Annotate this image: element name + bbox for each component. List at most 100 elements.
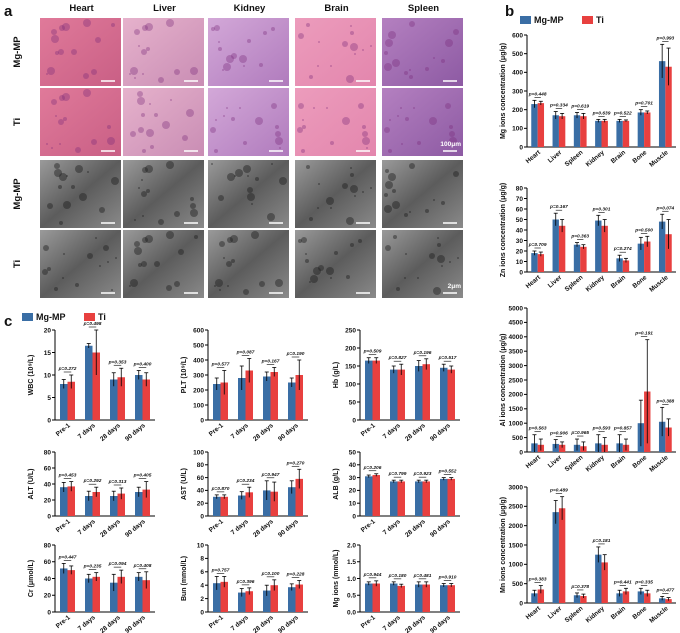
bar xyxy=(595,220,602,272)
bar xyxy=(616,120,623,147)
texture xyxy=(405,253,407,255)
bar xyxy=(238,378,246,420)
texture xyxy=(433,199,435,201)
bar xyxy=(238,592,246,612)
texture xyxy=(409,163,415,169)
p-value: p=0.167 xyxy=(261,359,280,365)
texture xyxy=(441,265,443,267)
texture xyxy=(362,137,370,145)
texture xyxy=(243,289,249,295)
p-value: p=0.441 xyxy=(613,579,632,585)
y-axis-label: Mg ions (mmol/L) xyxy=(333,550,340,608)
bar xyxy=(365,360,373,420)
texture xyxy=(384,205,392,213)
x-tick-label: 90 days xyxy=(277,422,300,443)
y-tick-label: 60 xyxy=(44,559,52,566)
texture xyxy=(301,149,305,153)
micrograph xyxy=(123,160,204,228)
p-value: p=0.910 xyxy=(438,575,457,581)
bar xyxy=(213,496,221,516)
y-axis-label: Hb (g/L) xyxy=(333,362,340,388)
p-value: p=0.947 xyxy=(261,472,280,478)
p-value: p=0.757 xyxy=(211,567,230,573)
texture xyxy=(59,143,61,145)
p-value: p=0.396 xyxy=(236,579,255,585)
p-value: p=0.378 xyxy=(570,584,589,590)
texture xyxy=(346,275,350,279)
p-value: p=0.453 xyxy=(58,473,77,479)
y-tick-label: 100 xyxy=(512,126,523,133)
y-tick-label: 0 xyxy=(200,609,204,616)
x-tick-label: Bone xyxy=(631,149,648,165)
micrograph xyxy=(123,88,204,156)
micrograph xyxy=(40,160,121,228)
texture xyxy=(158,77,164,83)
y-tick-label: 5000 xyxy=(509,305,524,312)
texture xyxy=(174,281,180,287)
legend-label: Mg-MP xyxy=(36,312,66,322)
texture xyxy=(239,107,241,109)
texture xyxy=(47,67,55,75)
texture xyxy=(302,119,304,121)
y-tick-label: 0 xyxy=(352,513,356,520)
y-tick-label: 60 xyxy=(44,465,52,472)
micrograph xyxy=(123,230,204,298)
bar xyxy=(365,476,373,516)
y-tick-label: 200 xyxy=(345,345,356,352)
y-axis-label: WBC (10⁹/L) xyxy=(28,355,35,396)
y-tick-label: 300 xyxy=(193,372,204,379)
micrograph xyxy=(208,88,289,156)
y-tick-label: 0 xyxy=(47,417,51,424)
p-value: p=0.498 xyxy=(83,321,102,327)
texture xyxy=(334,251,338,255)
bar xyxy=(245,370,253,420)
bar xyxy=(552,115,559,147)
x-tick-label: Heart xyxy=(525,454,543,471)
p-value: p=0.827 xyxy=(388,355,407,361)
texture xyxy=(142,215,144,217)
texture xyxy=(59,95,65,101)
bar xyxy=(558,225,566,272)
bar xyxy=(270,372,278,420)
x-tick-label: 7 days xyxy=(230,614,250,633)
texture xyxy=(222,69,224,71)
texture xyxy=(75,147,81,153)
bar xyxy=(238,495,246,516)
micrograph xyxy=(208,160,289,228)
bar xyxy=(552,219,559,272)
texture xyxy=(71,185,75,189)
y-tick-label: 600 xyxy=(193,327,204,334)
bar xyxy=(117,576,125,612)
texture xyxy=(62,23,70,31)
texture xyxy=(330,65,332,67)
texture xyxy=(178,249,184,255)
x-tick-label: Kidney xyxy=(585,454,606,474)
y-tick-label: 400 xyxy=(512,70,523,77)
texture xyxy=(342,117,350,125)
bar xyxy=(537,103,545,147)
y-tick-label: 1000 xyxy=(509,562,524,569)
y-tick-label: 200 xyxy=(512,107,523,114)
x-tick-label: Brain xyxy=(610,454,627,470)
x-tick-label: Muscle xyxy=(648,605,670,625)
bar xyxy=(601,225,608,272)
y-tick-label: 50 xyxy=(516,217,524,224)
micrograph xyxy=(382,230,463,298)
micrograph xyxy=(208,230,289,298)
texture xyxy=(158,219,164,225)
texture xyxy=(453,171,459,177)
texture xyxy=(111,23,115,27)
bar xyxy=(390,481,398,516)
bar xyxy=(580,596,587,603)
texture xyxy=(137,91,143,97)
x-tick-label: Heart xyxy=(525,274,543,291)
texture xyxy=(318,41,320,43)
texture xyxy=(95,237,97,239)
panel-label: b xyxy=(505,3,514,20)
bar xyxy=(92,492,100,516)
legend-swatch xyxy=(520,16,531,24)
texture xyxy=(43,245,49,251)
texture xyxy=(275,131,281,137)
legend-swatch xyxy=(582,16,593,24)
column-label: Liver xyxy=(153,3,176,14)
